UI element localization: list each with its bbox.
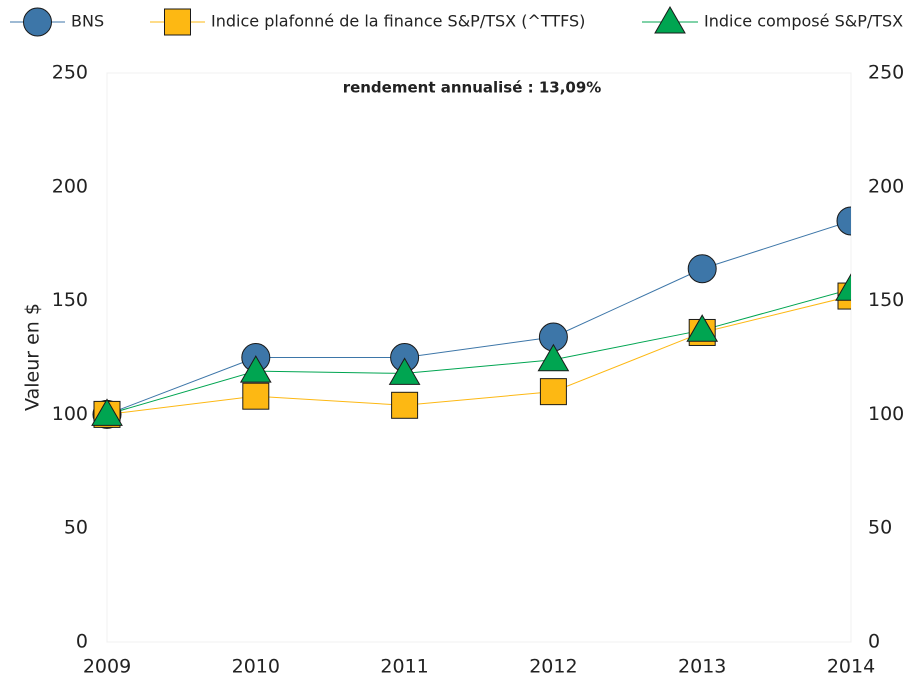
series-line <box>106 220 851 415</box>
y-tick-label: 100 <box>52 403 88 425</box>
y-tick-label: 150 <box>52 289 88 311</box>
data-marker <box>388 357 421 385</box>
legend-marker <box>23 7 52 37</box>
legend-label: Indice composé S&P/TSX <box>704 12 903 31</box>
series-line <box>106 295 851 415</box>
x-tick-label: 2013 <box>678 656 726 676</box>
annotation: rendement annualisé : 13,09% <box>343 79 602 97</box>
y2-tick-label: 250 <box>868 62 904 84</box>
y2-tick-label: 150 <box>868 289 904 311</box>
x-tick-label: 2010 <box>232 656 280 676</box>
y2-tick-label: 100 <box>868 403 904 425</box>
data-marker <box>539 378 567 406</box>
plot-area <box>106 72 852 643</box>
legend-marker <box>164 8 191 36</box>
x-tick-label: 2014 <box>827 656 875 676</box>
y-tick-label: 250 <box>52 62 88 84</box>
y-axis-label: Valeur en $ <box>22 303 44 411</box>
y-tick-label: 0 <box>76 631 88 653</box>
data-marker <box>686 314 719 342</box>
x-tick-label: 2011 <box>380 656 428 676</box>
series-line <box>106 288 851 415</box>
legend-label: Indice plafonné de la finance S&P/TSX (^… <box>211 12 585 31</box>
data-marker <box>242 382 270 410</box>
legend-marker <box>654 5 686 34</box>
data-marker <box>239 355 272 383</box>
y2-tick-label: 200 <box>868 175 904 197</box>
data-marker <box>836 206 851 236</box>
y-tick-label: 50 <box>64 517 88 539</box>
data-marker <box>835 273 851 301</box>
y2-tick-label: 0 <box>868 631 880 653</box>
y2-tick-label: 50 <box>868 517 892 539</box>
legend-label: BNS <box>71 12 104 31</box>
data-marker <box>687 254 717 284</box>
data-marker <box>391 391 419 419</box>
y-tick-label: 200 <box>52 175 88 197</box>
plot <box>91 206 851 429</box>
x-tick-label: 2009 <box>83 656 131 676</box>
x-tick-label: 2012 <box>529 656 577 676</box>
data-marker <box>537 343 570 372</box>
data-marker <box>91 398 123 426</box>
